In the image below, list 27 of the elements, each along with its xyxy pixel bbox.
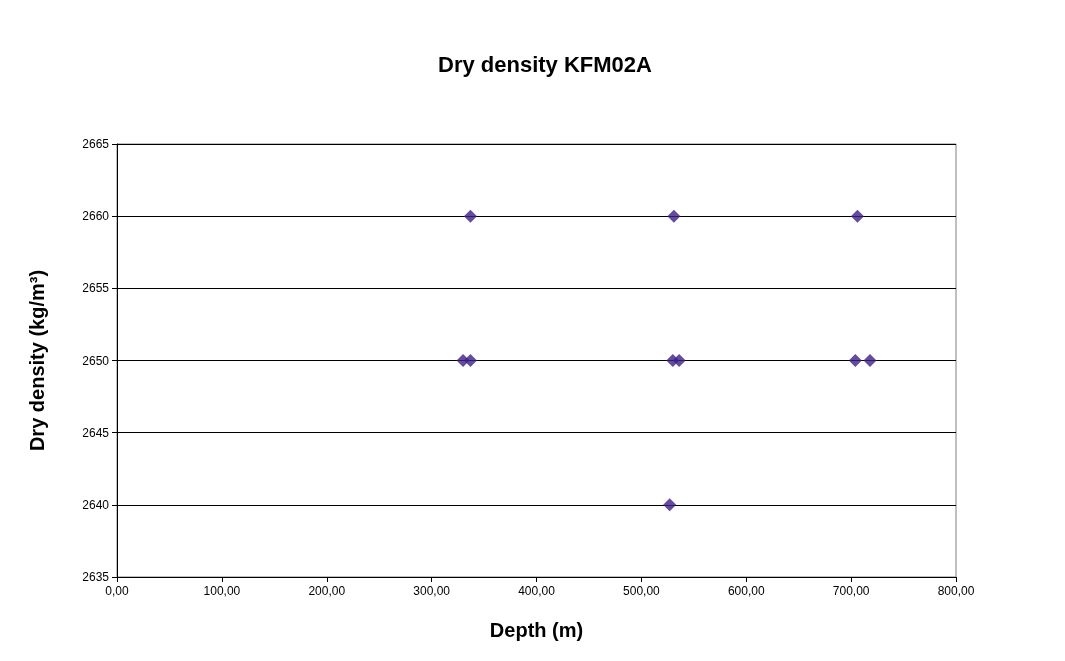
x-tick-label: 200,00 [308,584,346,598]
x-tick-label: 700,00 [832,584,870,598]
point [848,354,862,367]
x-axis-title: Depth (m) [489,619,584,641]
point [863,354,877,367]
y-axis-title: Dry density (kg/m³) [26,269,48,452]
x-tick-label: 0,00 [105,584,129,598]
point [663,498,677,512]
x-tick-label: 800,00 [937,584,975,598]
y-tick-label: 2650 [82,353,110,368]
x-tick-label: 300,00 [413,584,451,598]
point [672,354,686,367]
x-tick-label: 400,00 [518,584,556,598]
y-tick-label: 2660 [82,209,110,224]
x-tick-label: 500,00 [623,584,661,598]
y-tick-label: 2645 [82,425,110,440]
chart-title: Dry density KFM02A [438,51,653,77]
y-tick-label: 2665 [82,137,110,151]
y-tick-label: 2640 [82,497,110,512]
y-tick-label: 2655 [82,281,110,296]
point [667,209,681,223]
x-tick-label: 100,00 [203,584,241,598]
point [463,354,477,367]
point [850,209,864,223]
y-tick-label: 2635 [82,570,110,584]
point [463,209,477,223]
x-tick-label: 600,00 [727,584,765,598]
